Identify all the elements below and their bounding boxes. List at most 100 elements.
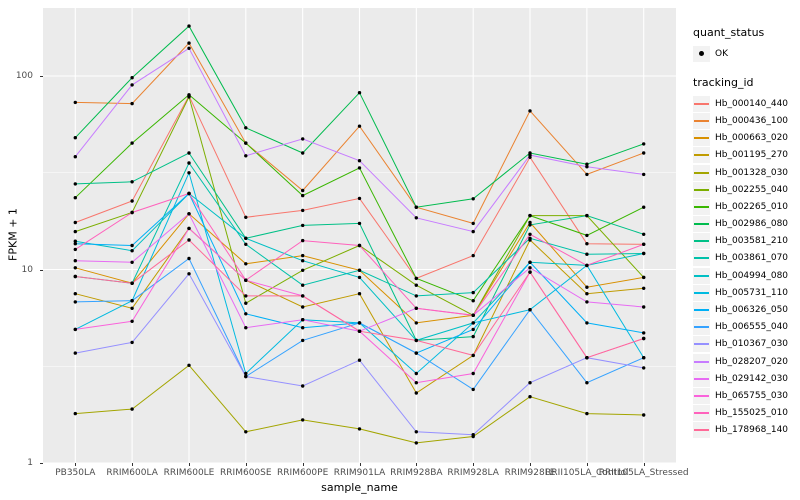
data-point: [73, 351, 77, 355]
data-point: [244, 262, 248, 266]
data-point: [642, 242, 646, 246]
data-point: [244, 430, 248, 434]
legend-entry-label: Hb_001328_030: [715, 167, 789, 178]
data-point: [585, 162, 589, 166]
data-point: [585, 233, 589, 238]
data-point: [642, 251, 646, 256]
legend-key: [693, 147, 710, 164]
legend-entry-Hb_004994_080: Hb_004994_080: [693, 267, 798, 284]
data-point: [528, 236, 532, 240]
legend-line-swatch: [694, 240, 709, 243]
data-point: [642, 331, 646, 335]
data-point: [130, 281, 134, 285]
data-point: [585, 172, 589, 177]
data-point: [301, 208, 305, 213]
data-point: [244, 154, 248, 158]
data-point: [73, 274, 77, 279]
data-point: [414, 338, 418, 343]
legend-line-swatch: [694, 360, 709, 363]
data-point: [301, 188, 305, 193]
data-point: [130, 260, 134, 264]
data-point: [73, 292, 77, 296]
data-point: [187, 171, 191, 175]
legend-entry-Hb_178968_140: Hb_178968_140: [693, 422, 798, 439]
legend-line-swatch: [694, 412, 709, 415]
data-point: [471, 353, 475, 358]
legend-line-swatch: [694, 205, 709, 208]
data-point: [73, 259, 77, 263]
data-point: [357, 321, 362, 325]
y-tick-mark: [40, 76, 43, 77]
data-point: [187, 93, 191, 97]
legend: quant_status OK tracking_id Hb_000140_44…: [693, 26, 798, 439]
data-point: [528, 381, 532, 385]
x-tick-mark: [245, 463, 247, 466]
legend-key: [693, 353, 710, 370]
legend-key: [693, 181, 710, 198]
data-point: [301, 294, 305, 298]
data-point: [642, 336, 646, 341]
data-point: [244, 141, 248, 145]
x-tick-label: RRII105LA_Control: [545, 468, 629, 478]
data-point: [187, 24, 191, 28]
legend-entry-label: Hb_003581_210: [715, 236, 789, 247]
data-point: [244, 374, 248, 379]
x-tick-mark: [359, 463, 361, 466]
ok-point-icon: [699, 51, 704, 57]
data-point: [301, 338, 305, 343]
legend-key: [693, 387, 710, 404]
data-point: [187, 238, 191, 242]
x-tick-label: RRIM928LE: [504, 468, 556, 478]
data-point: [301, 137, 305, 141]
data-point: [130, 199, 134, 203]
data-point: [585, 300, 589, 304]
legend-entry-Hb_065755_030: Hb_065755_030: [693, 387, 798, 404]
data-point: [244, 278, 248, 282]
data-point: [585, 165, 589, 169]
data-point: [585, 285, 589, 289]
legend-key: [693, 164, 710, 181]
legend-entry-label: Hb_029142_030: [715, 373, 789, 384]
data-point: [585, 356, 589, 360]
data-point: [471, 313, 475, 317]
data-point: [73, 182, 77, 186]
legend-key: [693, 370, 710, 387]
data-point: [642, 151, 646, 155]
data-point: [244, 312, 248, 316]
data-point: [244, 126, 248, 130]
legend-line-swatch: [694, 257, 709, 260]
x-tick-mark: [75, 463, 77, 466]
legend-title-quant-status: quant_status: [693, 26, 765, 39]
data-point: [357, 427, 362, 431]
legend-entry-Hb_001195_270: Hb_001195_270: [693, 147, 798, 164]
data-point: [301, 305, 305, 309]
legend-entry-label: Hb_028207_020: [715, 356, 789, 367]
legend-entry-Hb_000140_440: Hb_000140_440: [693, 95, 798, 112]
x-tick-mark: [302, 463, 304, 466]
data-point: [244, 242, 248, 246]
data-point: [528, 308, 532, 312]
legend-key: [693, 95, 710, 112]
legend-entry-label: Hb_155025_010: [715, 408, 789, 419]
legend-entry-ok: OK: [693, 45, 798, 62]
legend-entry-label: Hb_000140_440: [715, 98, 789, 109]
x-tick-label: PB350LA: [55, 468, 96, 478]
data-point: [642, 205, 646, 209]
data-point: [357, 166, 362, 170]
data-point: [414, 441, 418, 445]
data-point: [130, 249, 134, 253]
legend-tracking-entries: Hb_000140_440 Hb_000436_100 Hb_000663_020 H…: [693, 95, 798, 439]
legend-entry-label: Hb_003861_070: [715, 253, 789, 264]
data-point: [585, 411, 589, 416]
legend-entry-label: Hb_001195_270: [715, 150, 789, 161]
y-axis-title: FPKM + 1: [6, 208, 20, 261]
data-point: [471, 371, 475, 376]
data-point: [357, 358, 362, 362]
data-point: [73, 239, 77, 243]
x-tick-mark: [530, 463, 532, 466]
legend-key: [693, 250, 710, 267]
legend-entry-Hb_028207_020: Hb_028207_020: [693, 353, 798, 370]
data-point: [73, 220, 77, 225]
data-point: [414, 283, 418, 287]
data-point: [471, 321, 475, 325]
